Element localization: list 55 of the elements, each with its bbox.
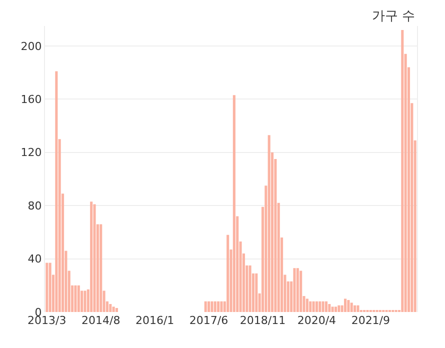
- bar: [309, 301, 312, 312]
- bar: [344, 298, 347, 312]
- y-tick-label: 80: [28, 199, 42, 212]
- bar: [338, 305, 340, 312]
- bar: [77, 285, 80, 312]
- bar: [322, 301, 324, 312]
- y-tick-label: 120: [20, 146, 42, 160]
- bar: [232, 95, 236, 312]
- bar: [315, 301, 318, 312]
- bar: [334, 306, 338, 312]
- bar: [312, 301, 315, 312]
- bar: [208, 301, 210, 312]
- x-tick-label: 2021/9: [351, 314, 390, 327]
- bar: [46, 262, 48, 312]
- bar: [331, 306, 334, 312]
- y-tick-label: 200: [20, 40, 42, 53]
- bar: [93, 204, 96, 312]
- y-tick-label: 160: [20, 93, 42, 106]
- bar: [248, 265, 252, 312]
- bar: [356, 305, 360, 312]
- bar: [220, 301, 223, 312]
- bar: [214, 301, 216, 312]
- x-tick-label: 2017/6: [189, 314, 228, 327]
- x-tick-label: 2014/8: [82, 314, 120, 327]
- bar: [255, 273, 258, 312]
- bar: [328, 304, 331, 312]
- bar: [48, 262, 52, 312]
- x-tick-label: 2016/1: [135, 314, 174, 327]
- bar: [347, 300, 350, 312]
- bar: [401, 30, 404, 312]
- bar: [210, 301, 214, 312]
- bar: [109, 304, 112, 312]
- bar: [55, 71, 58, 312]
- x-tick-label: 2018/11: [240, 314, 286, 327]
- bar: [350, 302, 353, 312]
- bar: [112, 306, 115, 312]
- y-axis-title: 가구 수: [372, 9, 416, 24]
- bar: [354, 305, 356, 312]
- bar: [74, 285, 77, 312]
- y-tick-label: 40: [28, 252, 42, 266]
- bar: [318, 301, 322, 312]
- x-tick-label: 2020/4: [297, 314, 336, 327]
- bar: [300, 270, 302, 312]
- bar: [115, 308, 118, 312]
- bar: [204, 301, 207, 312]
- bar: [306, 298, 308, 312]
- bar: [100, 224, 102, 312]
- bar: [293, 268, 296, 312]
- bar: [90, 202, 93, 312]
- bar: [268, 135, 270, 312]
- bar: [296, 268, 299, 312]
- bar: [217, 301, 220, 312]
- bar: [226, 234, 230, 312]
- bar: [84, 290, 86, 312]
- bar: [324, 301, 328, 312]
